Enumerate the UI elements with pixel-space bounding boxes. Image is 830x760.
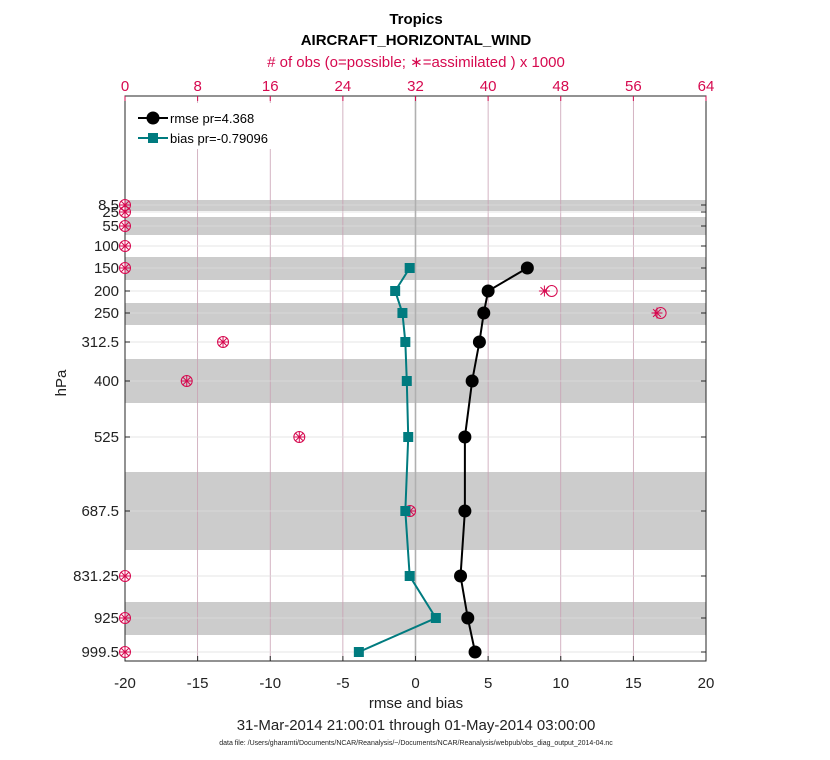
bottom-axis-ticks: -20 -15 -10 -5 0 5 10 15 20 (114, 656, 714, 692)
bias-point-1 (390, 286, 401, 296)
y-tick-label-2: 55 (102, 218, 119, 235)
obs-count-markers (119, 199, 667, 658)
legend-box (132, 103, 292, 149)
rmse-point-7 (454, 569, 468, 583)
top-tick-label-3: 24 (335, 78, 352, 95)
rmse-series (454, 261, 534, 659)
x-tick-label-8: 20 (698, 675, 715, 692)
top-tick-label-2: 16 (262, 78, 279, 95)
bias-point-3 (400, 337, 411, 347)
obs-assimilated-11 (119, 570, 131, 582)
y-tick-label-3: 100 (94, 238, 119, 255)
obs-assimilated-12 (119, 612, 131, 624)
legend-rmse-marker (146, 111, 160, 125)
obs-assimilated-4 (119, 262, 131, 274)
y-tick-label-7: 312.5 (81, 334, 119, 351)
rmse-point-3 (472, 335, 486, 349)
chart-title: Tropics (389, 11, 442, 28)
x-tick-label-1: -15 (187, 675, 209, 692)
y-tick-label-6: 250 (94, 305, 119, 322)
rmse-point-4 (465, 374, 479, 388)
legend-rmse-label: rmse pr=4.368 (170, 111, 254, 126)
rmse-line (459, 267, 528, 653)
x-tick-label-0: -20 (114, 675, 136, 692)
obs-assimilated-1 (119, 206, 131, 218)
top-tick-label-6: 48 (552, 78, 569, 95)
rmse-point-1 (481, 284, 495, 298)
bias-point-6 (400, 506, 411, 516)
bias-point-4 (401, 376, 412, 386)
x-tick-label-4: 0 (411, 675, 419, 692)
bias-line (358, 267, 438, 653)
x-tick-label-2: -10 (259, 675, 281, 692)
obs-assimilated-2 (119, 220, 131, 232)
bias-point-9 (353, 647, 364, 657)
top-tick-label-1: 8 (193, 78, 201, 95)
y-tick-label-12: 925 (94, 610, 119, 627)
y-tick-label-9: 525 (94, 429, 119, 446)
y-tick-label-11: 831.25 (73, 568, 119, 585)
x-axis-label: rmse and bias (369, 695, 463, 712)
top-axis-ticks: 0 8 16 24 32 40 48 56 64 (121, 78, 715, 101)
bias-point-8 (430, 613, 441, 623)
top-tick-label-4: 32 (407, 78, 424, 95)
x-tick-label-5: 5 (484, 675, 492, 692)
bias-point-5 (403, 432, 414, 442)
rmse-point-0 (520, 261, 534, 275)
y-tick-label-4: 150 (94, 260, 119, 277)
top-tick-label-5: 40 (480, 78, 497, 95)
y-tick-label-10: 687.5 (81, 503, 119, 520)
rmse-point-8 (461, 611, 475, 625)
y-tick-label-8: 400 (94, 373, 119, 390)
obs-assimilated-8 (181, 375, 193, 387)
top-tick-label-0: 0 (121, 78, 129, 95)
obs-assimilated-13 (119, 646, 131, 658)
y-tick-label-5: 200 (94, 283, 119, 300)
y-tick-label-1: 25 (102, 204, 119, 221)
top-axis-label: # of obs (o=possible; ∗=assimilated ) x … (267, 54, 565, 71)
top-tick-label-8: 64 (698, 78, 715, 95)
bias-point-0 (404, 263, 415, 273)
rmse-point-6 (458, 504, 472, 518)
bias-point-7 (404, 571, 415, 581)
x-tick-label-3: -5 (336, 675, 349, 692)
bias-series (353, 263, 441, 657)
y-tick-label-0: 8.5 (98, 197, 119, 214)
legend: rmse pr=4.368 bias pr=-0.79096 (132, 103, 292, 149)
date-range: 31-Mar-2014 21:00:01 through 01-May-2014… (237, 717, 596, 734)
obs-assimilated-9 (293, 431, 305, 443)
top-tick-label-7: 56 (625, 78, 642, 95)
obs-assimilated-6 (651, 307, 663, 319)
x-tick-label-7: 15 (625, 675, 642, 692)
legend-bias-marker (148, 133, 158, 143)
y-tick-label-13: 999.5 (81, 644, 119, 661)
x-tick-label-6: 10 (552, 675, 569, 692)
rmse-point-9 (468, 645, 482, 659)
bias-point-2 (397, 308, 408, 318)
obs-assimilated-3 (119, 240, 131, 252)
rmse-point-2 (477, 306, 491, 320)
chart-subtitle: AIRCRAFT_HORIZONTAL_WIND (301, 32, 532, 49)
y-axis-label: hPa (53, 369, 70, 396)
data-file-path: data file: /Users/gharamti/Documents/NCA… (219, 740, 613, 747)
obs-assimilated-5 (538, 285, 550, 297)
rmse-point-5 (458, 430, 472, 444)
legend-bias-label: bias pr=-0.79096 (170, 131, 268, 146)
obs-assimilated-7 (217, 336, 229, 348)
